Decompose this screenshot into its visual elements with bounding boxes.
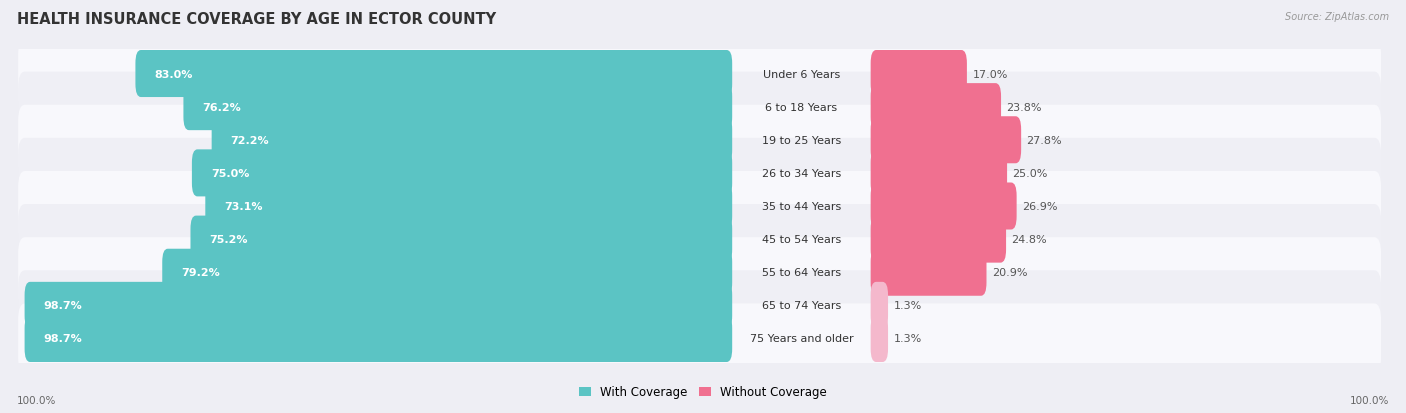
- FancyBboxPatch shape: [18, 72, 1381, 142]
- Text: 72.2%: 72.2%: [231, 135, 270, 145]
- FancyBboxPatch shape: [135, 51, 733, 98]
- Text: 27.8%: 27.8%: [1026, 135, 1062, 145]
- FancyBboxPatch shape: [870, 216, 1007, 263]
- FancyBboxPatch shape: [870, 183, 1017, 230]
- Text: 65 to 74 Years: 65 to 74 Years: [762, 301, 841, 311]
- FancyBboxPatch shape: [18, 271, 1381, 341]
- Text: 17.0%: 17.0%: [973, 69, 1008, 79]
- FancyBboxPatch shape: [870, 84, 1001, 131]
- Text: 75.0%: 75.0%: [211, 169, 249, 178]
- Text: 20.9%: 20.9%: [991, 268, 1028, 278]
- FancyBboxPatch shape: [18, 171, 1381, 242]
- Text: 26.9%: 26.9%: [1022, 202, 1057, 211]
- Text: 100.0%: 100.0%: [17, 395, 56, 405]
- FancyBboxPatch shape: [212, 117, 733, 164]
- FancyBboxPatch shape: [162, 249, 733, 296]
- FancyBboxPatch shape: [24, 315, 733, 362]
- Text: 55 to 64 Years: 55 to 64 Years: [762, 268, 841, 278]
- FancyBboxPatch shape: [18, 304, 1381, 374]
- Text: 25.0%: 25.0%: [1012, 169, 1047, 178]
- Text: 83.0%: 83.0%: [155, 69, 193, 79]
- Text: 98.7%: 98.7%: [44, 334, 83, 344]
- Text: 1.3%: 1.3%: [893, 301, 922, 311]
- FancyBboxPatch shape: [870, 51, 967, 98]
- FancyBboxPatch shape: [870, 282, 889, 329]
- FancyBboxPatch shape: [870, 315, 889, 362]
- Text: 79.2%: 79.2%: [181, 268, 219, 278]
- FancyBboxPatch shape: [24, 282, 733, 329]
- Text: 6 to 18 Years: 6 to 18 Years: [765, 102, 838, 112]
- FancyBboxPatch shape: [870, 117, 1021, 164]
- Text: 26 to 34 Years: 26 to 34 Years: [762, 169, 841, 178]
- Text: 23.8%: 23.8%: [1007, 102, 1042, 112]
- Text: 19 to 25 Years: 19 to 25 Years: [762, 135, 841, 145]
- Text: 45 to 54 Years: 45 to 54 Years: [762, 235, 841, 244]
- Text: 100.0%: 100.0%: [1350, 395, 1389, 405]
- FancyBboxPatch shape: [18, 105, 1381, 176]
- Text: 75 Years and older: 75 Years and older: [749, 334, 853, 344]
- FancyBboxPatch shape: [18, 204, 1381, 275]
- FancyBboxPatch shape: [18, 138, 1381, 209]
- FancyBboxPatch shape: [191, 150, 733, 197]
- Text: 98.7%: 98.7%: [44, 301, 83, 311]
- FancyBboxPatch shape: [18, 237, 1381, 308]
- Text: 24.8%: 24.8%: [1011, 235, 1047, 244]
- Text: HEALTH INSURANCE COVERAGE BY AGE IN ECTOR COUNTY: HEALTH INSURANCE COVERAGE BY AGE IN ECTO…: [17, 12, 496, 27]
- FancyBboxPatch shape: [190, 216, 733, 263]
- Text: 73.1%: 73.1%: [225, 202, 263, 211]
- Text: Source: ZipAtlas.com: Source: ZipAtlas.com: [1285, 12, 1389, 22]
- Legend: With Coverage, Without Coverage: With Coverage, Without Coverage: [574, 381, 832, 403]
- FancyBboxPatch shape: [870, 150, 1007, 197]
- FancyBboxPatch shape: [870, 249, 987, 296]
- Text: 75.2%: 75.2%: [209, 235, 247, 244]
- Text: 35 to 44 Years: 35 to 44 Years: [762, 202, 841, 211]
- FancyBboxPatch shape: [183, 84, 733, 131]
- FancyBboxPatch shape: [205, 183, 733, 230]
- FancyBboxPatch shape: [18, 39, 1381, 109]
- Text: Under 6 Years: Under 6 Years: [763, 69, 839, 79]
- Text: 1.3%: 1.3%: [893, 334, 922, 344]
- Text: 76.2%: 76.2%: [202, 102, 242, 112]
